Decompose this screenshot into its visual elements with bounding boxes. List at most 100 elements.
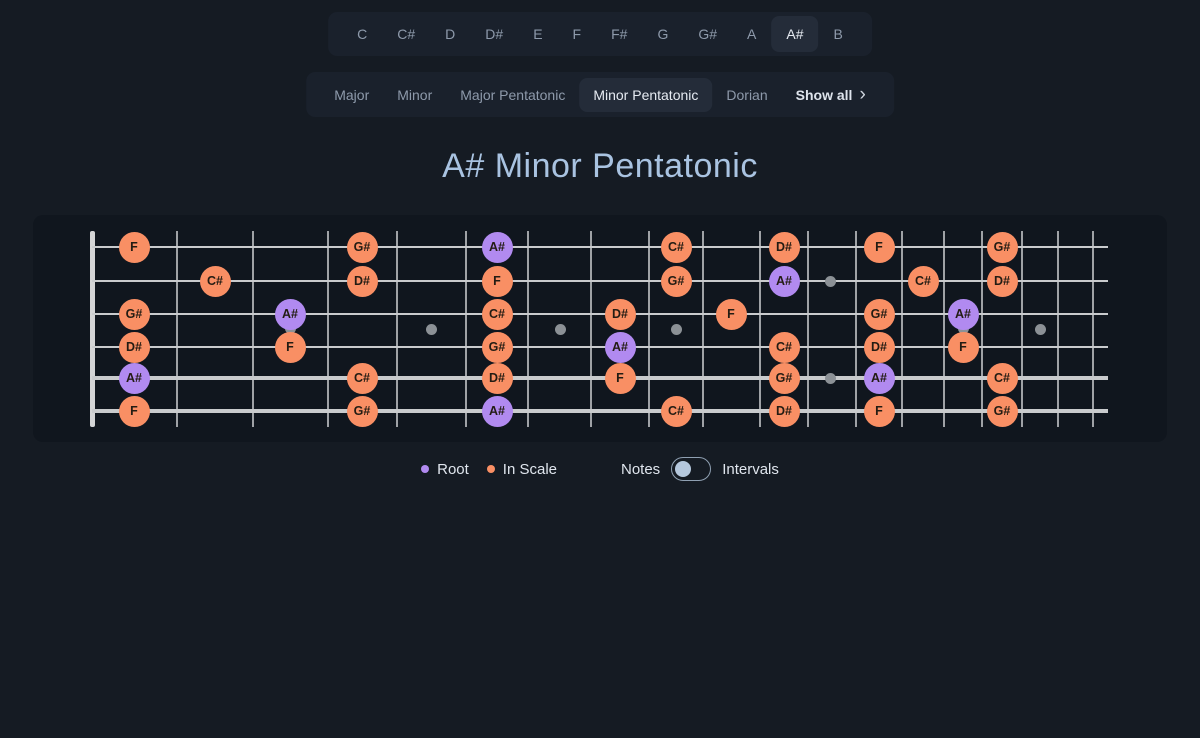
scale-option-dorian[interactable]: Dorian: [712, 78, 781, 112]
display-mode-toggle-group: Notes Intervals: [621, 457, 779, 481]
string-6: [92, 409, 1108, 413]
fret-wire-11: [806, 231, 810, 427]
root-dot-icon: [421, 465, 430, 473]
fret-wire-17: [1056, 231, 1060, 427]
fret-wire-10: [758, 231, 762, 427]
root-note-asharp: A#: [768, 265, 800, 297]
legend-root-label: Root: [437, 460, 469, 478]
scale-note-gsharp: G#: [986, 395, 1018, 427]
fret-wire-16: [1020, 231, 1024, 427]
toggle-knob[interactable]: [675, 460, 692, 477]
legend-in-scale-item: In Scale: [486, 460, 557, 478]
string-3: [92, 312, 1108, 316]
scale-note-f: F: [947, 331, 979, 363]
scale-option-major-pentatonic[interactable]: Major Pentatonic: [446, 78, 579, 112]
fret-wire-14: [942, 231, 946, 427]
scale-note-gsharp: G#: [660, 265, 692, 297]
note-option-c[interactable]: C: [342, 16, 382, 52]
show-all-button[interactable]: Show all ›: [782, 76, 880, 113]
scale-note-f: F: [863, 231, 895, 263]
fret-wire-6: [526, 231, 530, 427]
in-scale-dot-icon: [486, 465, 495, 473]
fret-wire-13: [900, 231, 904, 427]
scale-note-gsharp: G#: [346, 231, 378, 263]
page-title: A# Minor Pentatonic: [442, 147, 758, 185]
scale-note-dsharp: D#: [481, 362, 513, 394]
root-note-asharp: A#: [481, 395, 513, 427]
fret-wire-7: [589, 231, 593, 427]
note-option-b[interactable]: B: [819, 16, 858, 52]
scale-note-dsharp: D#: [604, 298, 636, 330]
scale-note-csharp: C#: [346, 362, 378, 394]
legend-root-item: Root: [421, 461, 469, 478]
scale-note-gsharp: G#: [986, 231, 1018, 263]
scale-note-dsharp: D#: [863, 331, 895, 363]
root-note-asharp: A#: [863, 362, 895, 394]
fret-marker-dot: [824, 275, 836, 287]
scale-note-gsharp: G#: [863, 298, 895, 330]
scale-note-gsharp: G#: [346, 395, 378, 427]
scale-note-gsharp: G#: [768, 362, 800, 394]
string-1: [92, 246, 1108, 248]
fretboard-panel: F G# A# C# D# F G# C# D# F G# A# C# D# G# A# C# D# F G# A# D#…: [33, 215, 1167, 442]
scale-note-dsharp: D#: [118, 331, 150, 363]
scale-note-f: F: [118, 231, 150, 263]
note-option-f[interactable]: F: [558, 16, 597, 52]
fret-wire-4: [395, 231, 399, 427]
scale-note-f: F: [715, 298, 747, 330]
scale-note-csharp: C#: [907, 265, 939, 297]
scale-note-csharp: C#: [986, 362, 1018, 394]
note-option-e[interactable]: E: [518, 16, 557, 52]
note-option-asharp[interactable]: A#: [771, 16, 819, 52]
notes-intervals-toggle[interactable]: [671, 457, 712, 481]
scale-note-f: F: [118, 395, 150, 427]
note-option-d[interactable]: D: [430, 16, 470, 52]
show-all-label: Show all: [795, 86, 853, 103]
fret-wire-3: [326, 231, 330, 427]
scale-note-f: F: [604, 362, 636, 394]
fret-wire-9: [701, 231, 705, 427]
scale-note-f: F: [863, 395, 895, 427]
note-option-g[interactable]: G: [642, 16, 683, 52]
fret-wire-1: [175, 231, 179, 427]
chevron-right-icon: ›: [859, 84, 866, 105]
root-note-asharp: A#: [274, 298, 306, 330]
legend-key-group: Root In Scale: [421, 461, 557, 478]
scale-note-dsharp: D#: [346, 265, 378, 297]
string-5: [92, 376, 1108, 380]
note-option-gsharp[interactable]: G#: [683, 16, 732, 52]
scale-option-minor-pentatonic[interactable]: Minor Pentatonic: [579, 77, 713, 112]
root-note-asharp: A#: [481, 231, 513, 263]
scale-note-csharp: C#: [660, 395, 692, 427]
note-option-fsharp[interactable]: F#: [596, 16, 642, 52]
note-option-csharp[interactable]: C#: [382, 16, 430, 52]
fret-marker-dot: [1034, 323, 1046, 335]
scale-option-major[interactable]: Major: [320, 78, 383, 112]
root-note-asharp: A#: [947, 298, 979, 330]
note-option-dsharp[interactable]: D#: [470, 16, 518, 52]
legend: Root In Scale Notes Intervals: [0, 455, 1200, 483]
root-note-asharp: A#: [118, 362, 150, 394]
fret-wire-5: [464, 231, 468, 427]
string-4: [92, 345, 1108, 349]
scale-option-minor[interactable]: Minor: [383, 78, 446, 112]
fret-marker-dot: [554, 323, 566, 335]
scale-note-csharp: C#: [768, 331, 800, 363]
fret-wire-12: [854, 231, 858, 427]
fret-wire-2: [251, 231, 255, 427]
intervals-toggle-label: Intervals: [722, 460, 779, 478]
fret-wire-18: [1091, 231, 1095, 427]
scale-note-dsharp: D#: [768, 395, 800, 427]
scale-note-csharp: C#: [199, 265, 231, 297]
scale-note-dsharp: D#: [986, 265, 1018, 297]
legend-in-scale-label: In Scale: [502, 460, 557, 478]
scale-note-f: F: [274, 331, 306, 363]
note-selector: C C# D D# E F F# G G# A A# B: [328, 12, 872, 56]
scale-note-csharp: C#: [660, 231, 692, 263]
scale-note-dsharp: D#: [768, 231, 800, 263]
fret-wire-8: [647, 231, 651, 427]
note-option-a[interactable]: A: [732, 16, 771, 52]
scale-selector: Major Minor Major Pentatonic Minor Pentaton…: [306, 72, 894, 117]
